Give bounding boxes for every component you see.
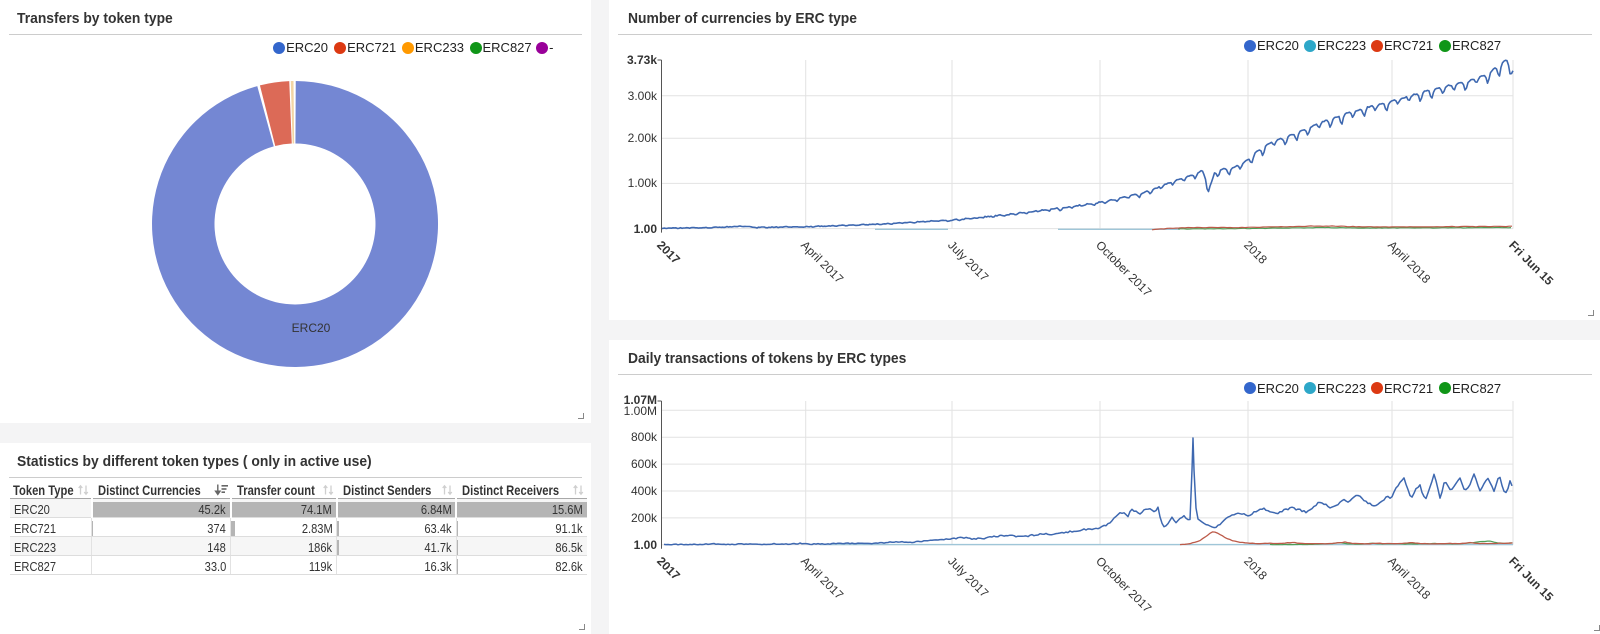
svg-text:ERC20: ERC20 <box>292 321 331 335</box>
